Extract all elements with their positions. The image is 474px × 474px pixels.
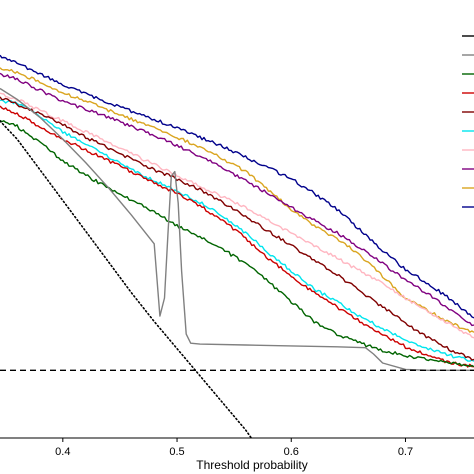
series-line-1 [0, 54, 474, 319]
legend [462, 35, 474, 208]
series-line-7 [0, 105, 474, 368]
series-line-8 [0, 119, 474, 368]
x-tick-label: 0.4 [55, 446, 70, 458]
x-tick-label: 0.7 [398, 446, 413, 458]
x-axis-label: Threshold probability [196, 458, 307, 472]
series-line-10 [0, 120, 253, 438]
series-line-2 [0, 67, 474, 333]
series-layer [0, 54, 474, 438]
series-line-4 [0, 92, 474, 339]
series-line-9 [0, 87, 474, 371]
x-axis-ticks: 0.4 0.5 0.6 0.7 [55, 438, 413, 458]
series-line-5 [0, 99, 474, 362]
x-tick-label: 0.5 [169, 446, 184, 458]
x-tick-label: 0.6 [284, 446, 299, 458]
series-line-3 [0, 72, 474, 327]
series-line-6 [0, 96, 474, 361]
